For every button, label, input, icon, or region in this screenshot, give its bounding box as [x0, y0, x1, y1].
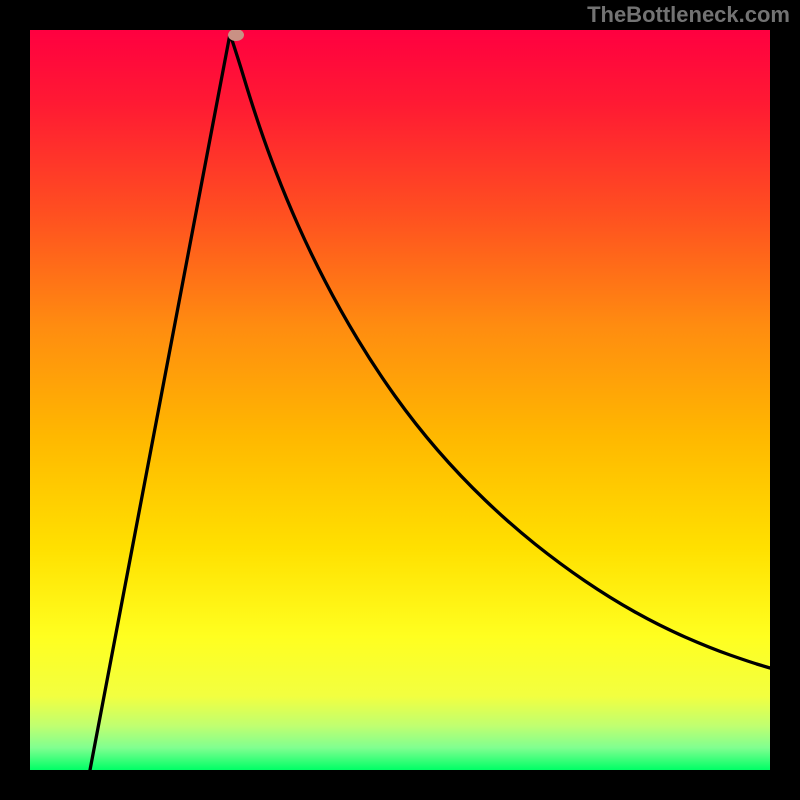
- bottleneck-chart: [0, 0, 800, 800]
- chart-container: TheBottleneck.com: [0, 0, 800, 800]
- plot-background: [30, 30, 770, 770]
- marker-dot: [228, 29, 244, 41]
- watermark-text: TheBottleneck.com: [587, 2, 790, 28]
